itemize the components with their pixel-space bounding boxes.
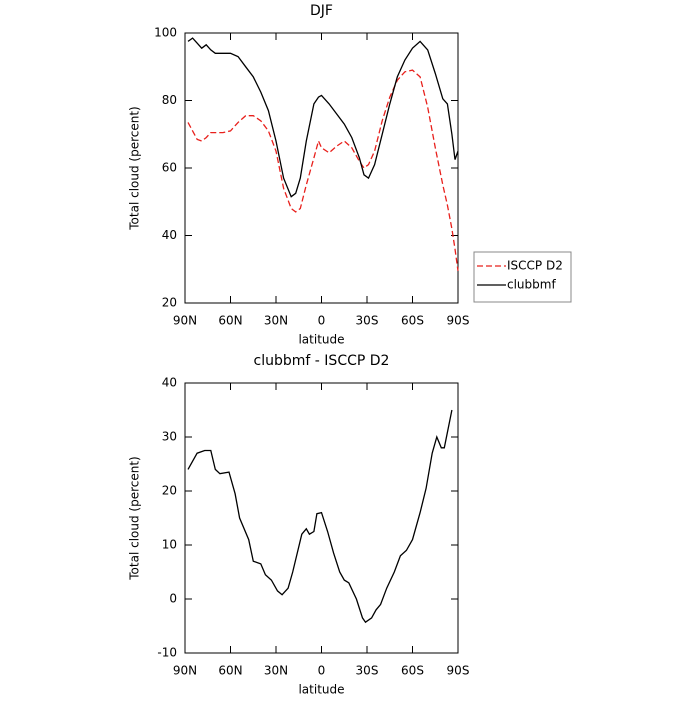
legend-box [473, 251, 572, 303]
plot-frame [184, 382, 459, 654]
x-tick-label: 60N [218, 664, 242, 678]
y-tick-label: 40 [162, 376, 177, 390]
y-tick-label: 20 [162, 484, 177, 498]
x-axis-label: latitude [298, 333, 344, 347]
x-tick-label: 90S [447, 664, 470, 678]
chart-title: clubbmf - ISCCP D2 [254, 353, 390, 369]
x-tick-label: 60S [401, 664, 424, 678]
legend-label: clubbmf [507, 278, 556, 292]
y-tick-label: 30 [162, 430, 177, 444]
x-tick-label: 0 [318, 314, 326, 328]
x-tick-label: 90S [447, 314, 470, 328]
chart-title: DJF [310, 3, 333, 19]
y-tick-label: 20 [162, 296, 177, 310]
y-tick-label: 80 [162, 93, 177, 107]
y-tick-label: 40 [162, 228, 177, 242]
x-tick-label: 90N [173, 664, 197, 678]
y-tick-label: 10 [162, 538, 177, 552]
legend-label: ISCCP D2 [507, 259, 563, 273]
y-tick-label: 0 [169, 592, 177, 606]
x-tick-label: 30S [356, 664, 379, 678]
data-line [187, 409, 453, 624]
x-tick-label: 30N [264, 314, 288, 328]
y-axis-label: Total cloud (percent) [128, 456, 142, 580]
x-tick-label: 30S [356, 314, 379, 328]
x-tick-label: 60S [401, 314, 424, 328]
y-tick-label: 100 [154, 26, 177, 40]
y-tick-label: 60 [162, 161, 177, 175]
x-tick-label: 30N [264, 664, 288, 678]
x-tick-label: 0 [318, 664, 326, 678]
x-tick-label: 60N [218, 314, 242, 328]
x-tick-label: 90N [173, 314, 197, 328]
data-line [187, 69, 459, 271]
data-line [187, 37, 459, 198]
y-tick-label: -10 [157, 646, 177, 660]
y-axis-label: Total cloud (percent) [128, 106, 142, 230]
x-axis-label: latitude [298, 683, 344, 697]
